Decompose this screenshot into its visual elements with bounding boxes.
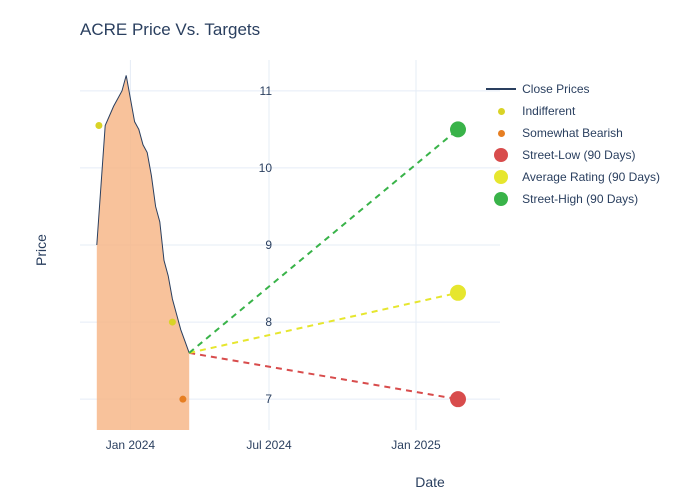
x-axis-title: Date: [220, 474, 640, 490]
legend-item[interactable]: Somewhat Bearish: [486, 124, 660, 142]
legend-item[interactable]: Street-Low (90 Days): [486, 146, 660, 164]
chart-container: ACRE Price Vs. Targets Price Date 7 8 9 10 1…: [0, 0, 700, 500]
legend-label: Street-Low (90 Days): [522, 148, 635, 162]
legend-label: Average Rating (90 Days): [522, 170, 660, 184]
legend: Close Prices Indifferent Somewhat Bearish S…: [486, 80, 660, 212]
y-tick-label: 8: [242, 315, 272, 329]
plot-area: [80, 60, 500, 430]
legend-marker: [486, 82, 516, 96]
legend-item[interactable]: Street-High (90 Days): [486, 190, 660, 208]
y-tick-label: 9: [242, 238, 272, 252]
legend-item[interactable]: Close Prices: [486, 80, 660, 98]
chart-title: ACRE Price Vs. Targets: [80, 20, 260, 40]
legend-marker: [486, 126, 516, 140]
legend-item[interactable]: Average Rating (90 Days): [486, 168, 660, 186]
plot-svg: [80, 60, 500, 430]
legend-label: Street-High (90 Days): [522, 192, 638, 206]
y-axis-title: Price: [33, 234, 49, 266]
legend-item[interactable]: Indifferent: [486, 102, 660, 120]
legend-label: Close Prices: [522, 82, 589, 96]
x-tick-label: Jan 2025: [391, 438, 440, 452]
legend-marker: [486, 170, 516, 184]
legend-label: Somewhat Bearish: [522, 126, 623, 140]
legend-label: Indifferent: [522, 104, 575, 118]
y-tick-label: 11: [242, 84, 272, 98]
legend-marker: [486, 148, 516, 162]
x-tick-label: Jul 2024: [246, 438, 291, 452]
y-tick-label: 10: [242, 161, 272, 175]
legend-marker: [486, 104, 516, 118]
legend-marker: [486, 192, 516, 206]
y-tick-label: 7: [242, 392, 272, 406]
x-tick-label: Jan 2024: [106, 438, 155, 452]
